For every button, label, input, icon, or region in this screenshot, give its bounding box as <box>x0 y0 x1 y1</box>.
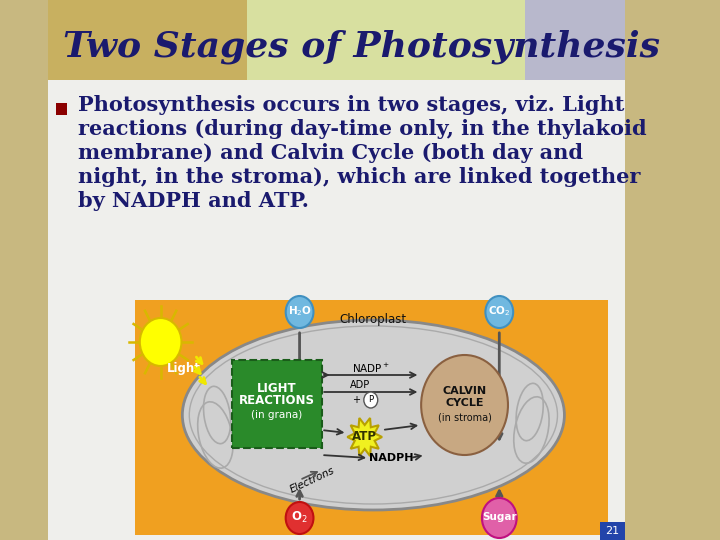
Polygon shape <box>347 418 382 456</box>
Text: ADP: ADP <box>350 380 371 390</box>
Text: NADP$^+$: NADP$^+$ <box>352 361 390 375</box>
Text: CYCLE: CYCLE <box>445 398 484 408</box>
Text: membrane) and Calvin Cycle (both day and: membrane) and Calvin Cycle (both day and <box>78 143 583 163</box>
Text: (in grana): (in grana) <box>251 410 302 420</box>
Text: +: + <box>352 395 360 405</box>
FancyBboxPatch shape <box>48 0 248 80</box>
Text: Light: Light <box>167 362 201 375</box>
FancyBboxPatch shape <box>600 522 625 540</box>
Text: (in stroma): (in stroma) <box>438 412 492 422</box>
FancyBboxPatch shape <box>232 360 322 448</box>
Circle shape <box>364 392 378 408</box>
FancyBboxPatch shape <box>0 0 48 540</box>
Text: night, in the stroma), which are linked together: night, in the stroma), which are linked … <box>78 167 641 187</box>
Circle shape <box>482 498 517 538</box>
Ellipse shape <box>182 320 564 510</box>
FancyBboxPatch shape <box>526 0 625 80</box>
Text: 21: 21 <box>605 526 619 536</box>
Text: H$_2$O: H$_2$O <box>287 304 312 318</box>
Text: CO$_2$: CO$_2$ <box>488 304 510 318</box>
Text: Chloroplast: Chloroplast <box>340 314 407 327</box>
Text: Electrons: Electrons <box>289 465 336 495</box>
Text: Photosynthesis occurs in two stages, viz. Light: Photosynthesis occurs in two stages, viz… <box>78 95 624 115</box>
Text: ATP: ATP <box>352 430 377 443</box>
Text: CALVIN: CALVIN <box>443 386 487 396</box>
FancyBboxPatch shape <box>248 0 526 80</box>
Text: P: P <box>368 395 374 404</box>
FancyBboxPatch shape <box>135 300 608 535</box>
Text: by NADPH and ATP.: by NADPH and ATP. <box>78 191 309 211</box>
Circle shape <box>140 318 181 366</box>
FancyBboxPatch shape <box>48 0 625 540</box>
Text: LIGHT: LIGHT <box>257 382 297 395</box>
Circle shape <box>286 296 313 328</box>
Circle shape <box>421 355 508 455</box>
Text: O$_2$: O$_2$ <box>292 509 308 524</box>
Text: Two Stages of Photosynthesis: Two Stages of Photosynthesis <box>63 30 660 64</box>
FancyBboxPatch shape <box>56 103 67 115</box>
Text: REACTIONS: REACTIONS <box>239 395 315 408</box>
Circle shape <box>286 502 313 534</box>
Text: Sugar: Sugar <box>482 512 517 522</box>
Text: NADPH: NADPH <box>369 453 413 463</box>
Circle shape <box>485 296 513 328</box>
Text: reactions (during day-time only, in the thylakoid: reactions (during day-time only, in the … <box>78 119 647 139</box>
